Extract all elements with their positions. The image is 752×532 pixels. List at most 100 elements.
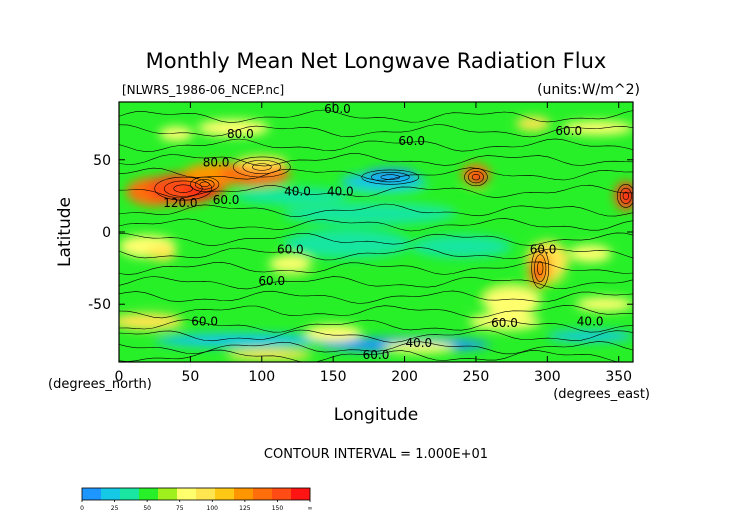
colorbar-swatch-9 [253,488,273,500]
contour-label-1: 80.0 [227,127,254,141]
colorbar-swatch-11 [291,488,311,500]
colorbar: 0 25 50 75 100 125 150 ∞ [80,487,313,512]
contour-ring-4-2 [370,171,410,183]
field-patch-38 [226,349,312,361]
contour-line-15 [119,329,633,343]
chart-subtitle: [NLWRS_1986-06_NCEP.nc] [122,83,284,97]
contour-ring-3-2 [534,254,547,282]
colorbar-swatch-8 [234,488,254,500]
colorbar-swatch-5 [177,488,197,500]
contour-ring-6-2 [242,159,282,175]
contour-line-0 [119,109,633,123]
y-axis-label: Latitude [55,197,75,267]
contour-label-12: 60.0 [191,315,218,329]
field-patch-20 [561,120,633,136]
field-patch-30 [483,286,541,316]
colorbar-swatch-4 [158,488,178,500]
plot-area: 60.0 80.0 60.0 80.0 120.0 60.0 40.0 40.0 60.0 60.… [118,101,634,363]
contour-ring-2-1 [471,173,481,181]
colorbar-swatch-3 [139,488,159,500]
field-patch-21 [515,116,551,131]
contour-label-16: 60.0 [363,348,390,362]
x-tick-label-2: 100 [248,369,275,385]
y-tick-label-2: -50 [88,297,111,313]
x-tick-label-1: 50 [181,369,199,385]
contour-label-14: 40.0 [577,315,604,329]
colorbar-swatch-10 [272,488,292,500]
field-patch-3 [233,187,348,205]
contour-line-14 [119,319,633,333]
field-patch-33 [154,333,327,348]
x-axis: 0 50 100 150 200 250 300 350 [115,102,632,385]
contour-ring-5-3 [616,184,633,208]
x-tick-label-7: 350 [605,369,632,385]
colorbar-swatch-1 [101,488,121,500]
contour-line-5 [119,184,633,199]
colorbar-label-0: 0 [80,505,84,512]
field-patch-29 [568,245,612,263]
contour-ring-4-3 [361,169,420,185]
field-patch-17 [471,174,486,186]
contour-line-9 [119,247,633,261]
contour-label-8: 60.0 [555,124,582,138]
contour-ring-5-1 [622,191,630,201]
contour-label-7: 40.0 [327,185,354,199]
field-patch-31 [575,297,633,312]
contour-label-10: 60.0 [277,242,304,256]
contour-ring-5-2 [619,187,632,204]
field-patch-25 [268,255,312,273]
colorbar-label-1: 25 [111,505,119,512]
field-patch-22 [158,126,194,141]
field-patch-39 [468,312,541,331]
field-patch-8 [364,168,416,181]
contour-label-3: 80.0 [203,156,230,170]
contour-labels: 60.0 80.0 60.0 80.0 120.0 60.0 40.0 40.0 60.0 60.… [163,102,603,362]
y-axis: 50 0 -50 [88,153,633,313]
field-patch-36 [304,324,362,342]
contour-label-6: 40.0 [284,185,311,199]
field-patch-6 [133,278,277,302]
contour-ring-2-2 [468,171,484,184]
contour-line-17 [119,349,633,362]
y-tick-label-0: 50 [93,153,111,169]
contour-line-7 [119,218,633,232]
contour-interval: CONTOUR INTERVAL = 1.000E+01 [264,447,488,462]
contour-line-12 [119,290,633,304]
contour-line-1 [119,124,633,138]
contour-ring-0-3 [154,176,213,201]
x-unit-label: (degrees_east) [553,387,650,402]
x-tick-label-5: 250 [463,369,490,385]
field-patch-2 [283,229,412,258]
x-tick-label-0: 0 [115,369,124,385]
contour-label-11: 60.0 [258,274,285,288]
contour-label-2: 60.0 [398,134,425,148]
field-patch-4 [411,234,512,258]
y-tick-label-1: 0 [102,225,111,241]
contour-ring-1-2 [194,179,215,190]
colorbar-label-5: 125 [239,505,251,512]
colorbar-label-4: 100 [207,505,219,512]
colorbar-swatch-6 [196,488,216,500]
x-tick-label-4: 200 [391,369,418,385]
x-tick-label-6: 300 [534,369,561,385]
contour-ring-3-1 [537,261,544,276]
contour-ring-0-2 [163,180,203,197]
contour-label-9: 60.0 [530,242,557,256]
contour-ring-2-3 [464,168,488,187]
colorbar-label-3: 75 [176,505,184,512]
flux-field [119,116,633,361]
contour-ring-3-3 [531,247,550,289]
contour-line-10 [119,261,633,275]
colorbar-swatch-7 [215,488,235,500]
colorbar-swatch-0 [82,488,102,500]
y-unit-label: (degrees_north) [48,377,152,392]
field-patch-15 [197,119,269,137]
contour-label-13: 60.0 [491,316,518,330]
field-patch-35 [547,330,633,342]
field-patch-14 [236,155,288,170]
contour-label-4: 120.0 [163,196,197,210]
contour-ring-4-1 [380,174,401,180]
contour-lines [119,109,633,362]
contour-ring-1-1 [199,181,210,188]
